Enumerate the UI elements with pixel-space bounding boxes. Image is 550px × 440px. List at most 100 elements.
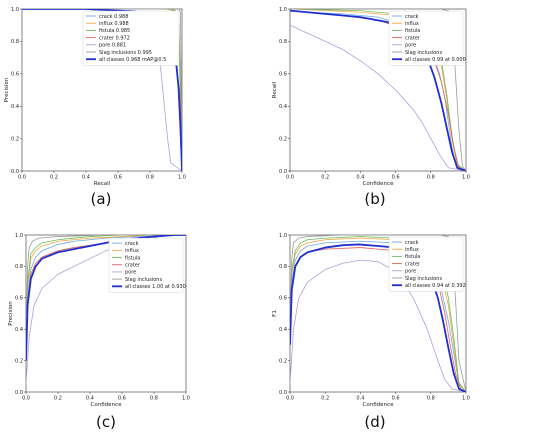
x-tick-label: 0.8 xyxy=(427,396,435,402)
x-tick-label: 0.2 xyxy=(321,396,329,402)
legend-entry: all classes 0.99 at 0.000 xyxy=(405,57,466,63)
x-tick-label: 0.6 xyxy=(392,396,400,402)
chart-panel-c: 0.0 0.2 0.4 0.6 0.8 1.0 0.0 0.2 0.4 0.6 0.8 1.0 Conf… xyxy=(8,233,190,431)
legend-entry: crater 0.972 xyxy=(99,35,130,41)
x-tick-label: 0.8 xyxy=(146,175,154,181)
x-tick-label: 0.2 xyxy=(54,396,62,402)
legend-entry: influx xyxy=(405,247,419,253)
y-tick-label: 0.6 xyxy=(15,296,23,302)
series-line-fistula xyxy=(22,9,182,171)
series-line-pore xyxy=(290,259,466,392)
panel-caption: (b) xyxy=(364,190,385,208)
x-tick-label: 0.8 xyxy=(427,175,435,181)
y-tick-label: 0.2 xyxy=(15,358,23,364)
legend-entry: crack xyxy=(405,14,419,20)
x-tick-label: 0.6 xyxy=(114,175,122,181)
x-tick-label: 0.2 xyxy=(321,175,329,181)
legend-entry: fistula xyxy=(405,254,420,260)
y-axis-label: Recall xyxy=(272,81,278,98)
legend-entry: Slag inclusions xyxy=(125,277,162,283)
legend-entry: Slag inclusions xyxy=(405,276,442,282)
series-line-pore xyxy=(290,24,466,171)
y-tick-label: 0.4 xyxy=(279,327,287,333)
x-axis-label: Confidence xyxy=(363,181,395,187)
x-tick-label: 1.0 xyxy=(462,175,470,181)
x-tick-label: 0.2 xyxy=(50,175,58,181)
legend-box xyxy=(108,237,184,293)
legend-entry: pore 0.881 xyxy=(99,43,126,49)
x-tick-label: 0.0 xyxy=(22,396,30,402)
y-tick-label: 0.2 xyxy=(11,136,19,142)
legend-entry: crater xyxy=(125,263,141,269)
y-tick-label: 0.8 xyxy=(11,39,19,45)
y-tick-label: 0.0 xyxy=(15,390,23,396)
legend-entry: influx xyxy=(125,248,139,254)
chart-panel-a: 0.0 0.2 0.4 0.6 0.8 1.0 0.0 0.2 0.4 0.6 0.8 1.0 Reca… xyxy=(4,7,186,208)
x-tick-label: 0.0 xyxy=(18,175,26,181)
chart-panel-b: 0.0 0.2 0.4 0.6 0.8 1.0 0.0 0.2 0.4 0.6 0.8 1.0 Conf… xyxy=(272,7,470,208)
legend-entry: influx xyxy=(405,21,419,27)
chart-panel-d: 0.0 0.2 0.4 0.6 0.8 1.0 0.0 0.2 0.4 0.6 0.8 1.0 Conf… xyxy=(272,233,470,431)
series-line-slag xyxy=(22,9,182,171)
x-axis-label: Recall xyxy=(94,181,111,187)
y-tick-label: 0.2 xyxy=(279,358,287,364)
y-tick-label: 1.0 xyxy=(279,233,287,239)
y-tick-label: 0.6 xyxy=(279,72,287,78)
y-tick-label: 0.4 xyxy=(15,327,23,333)
legend-box xyxy=(82,10,180,66)
y-axis-label: Precision xyxy=(8,301,14,326)
x-axis-label: Confidence xyxy=(363,402,395,408)
legend-entry: all classes 0.968 mAP@0.5 xyxy=(99,57,166,63)
y-tick-label: 0.6 xyxy=(279,296,287,302)
x-tick-label: 0.0 xyxy=(286,175,294,181)
series-line-crack xyxy=(26,235,186,361)
y-tick-label: 0.8 xyxy=(15,264,23,270)
legend-entry: Slag inclusions 0.995 xyxy=(99,50,152,56)
legend-entry: all classes 1.00 at 0.930 xyxy=(125,284,186,290)
x-tick-label: 0.4 xyxy=(82,175,90,181)
legend-entry: crack 0.988 xyxy=(99,14,128,20)
legend-entry: fistula xyxy=(405,28,420,34)
y-tick-label: 1.0 xyxy=(11,7,19,13)
y-tick-label: 0.0 xyxy=(279,169,287,175)
series-lines xyxy=(26,235,186,385)
legend-entry: pore xyxy=(405,269,416,275)
legend-entry: all classes 0.94 at 0.392 xyxy=(405,283,466,289)
legend-entry: fistula 0.985 xyxy=(99,28,130,34)
series-line-slag xyxy=(290,235,466,392)
y-tick-label: 1.0 xyxy=(279,7,287,13)
y-tick-label: 0.6 xyxy=(11,72,19,78)
x-axis-label: Confidence xyxy=(91,402,123,408)
x-tick-label: 0.0 xyxy=(286,396,294,402)
y-axis-label: Precision xyxy=(4,77,10,102)
legend-entry: Slag inclusions xyxy=(405,50,442,56)
y-tick-label: 0.8 xyxy=(279,264,287,270)
y-tick-label: 0.2 xyxy=(279,136,287,142)
series-line-slag xyxy=(26,235,186,345)
series-line-all xyxy=(26,235,186,361)
series-line-fistula xyxy=(26,235,186,361)
legend-entry: fistula xyxy=(125,255,140,261)
legend-box xyxy=(388,236,464,292)
panel-caption: (c) xyxy=(96,413,116,431)
x-tick-label: 0.4 xyxy=(356,175,364,181)
x-tick-label: 0.8 xyxy=(150,396,158,402)
x-tick-label: 0.4 xyxy=(86,396,94,402)
panel-caption: (d) xyxy=(364,413,385,431)
x-tick-label: 1.0 xyxy=(182,396,190,402)
legend-entry: crater xyxy=(405,261,421,267)
y-tick-label: 0.0 xyxy=(279,390,287,396)
y-tick-label: 0.8 xyxy=(279,39,287,45)
series-line-influx xyxy=(26,235,186,361)
y-axis-label: F1 xyxy=(272,310,278,317)
y-tick-label: 0.4 xyxy=(279,104,287,110)
y-tick-label: 0.0 xyxy=(11,169,19,175)
panel-caption: (a) xyxy=(91,190,112,208)
legend-entry: pore xyxy=(125,270,136,276)
y-tick-label: 0.4 xyxy=(11,104,19,110)
